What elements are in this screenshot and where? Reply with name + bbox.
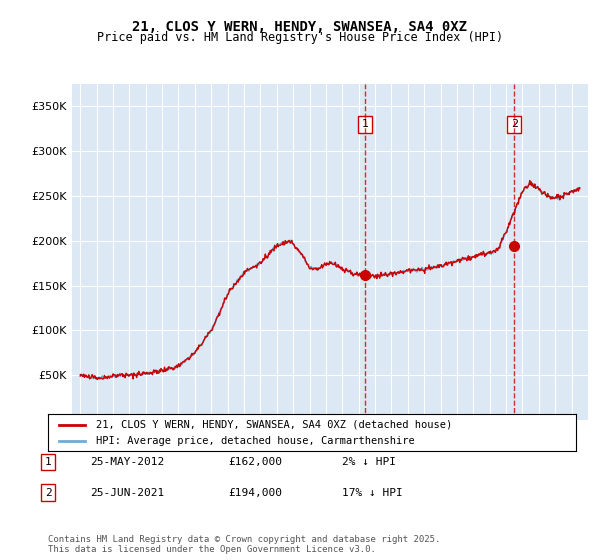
Text: 21, CLOS Y WERN, HENDY, SWANSEA, SA4 0XZ (detached house): 21, CLOS Y WERN, HENDY, SWANSEA, SA4 0XZ… [95,419,452,430]
Text: 21, CLOS Y WERN, HENDY, SWANSEA, SA4 0XZ: 21, CLOS Y WERN, HENDY, SWANSEA, SA4 0XZ [133,20,467,34]
Text: £162,000: £162,000 [228,457,282,467]
Text: Price paid vs. HM Land Registry's House Price Index (HPI): Price paid vs. HM Land Registry's House … [97,31,503,44]
Text: £194,000: £194,000 [228,488,282,498]
Text: 1: 1 [44,457,52,467]
Text: HPI: Average price, detached house, Carmarthenshire: HPI: Average price, detached house, Carm… [95,436,414,446]
Text: Contains HM Land Registry data © Crown copyright and database right 2025.
This d: Contains HM Land Registry data © Crown c… [48,535,440,554]
Text: 2: 2 [511,119,518,129]
Text: 1: 1 [362,119,369,129]
Text: 17% ↓ HPI: 17% ↓ HPI [342,488,403,498]
Text: 25-MAY-2012: 25-MAY-2012 [90,457,164,467]
Text: 2% ↓ HPI: 2% ↓ HPI [342,457,396,467]
Text: 2: 2 [44,488,52,498]
Text: 25-JUN-2021: 25-JUN-2021 [90,488,164,498]
